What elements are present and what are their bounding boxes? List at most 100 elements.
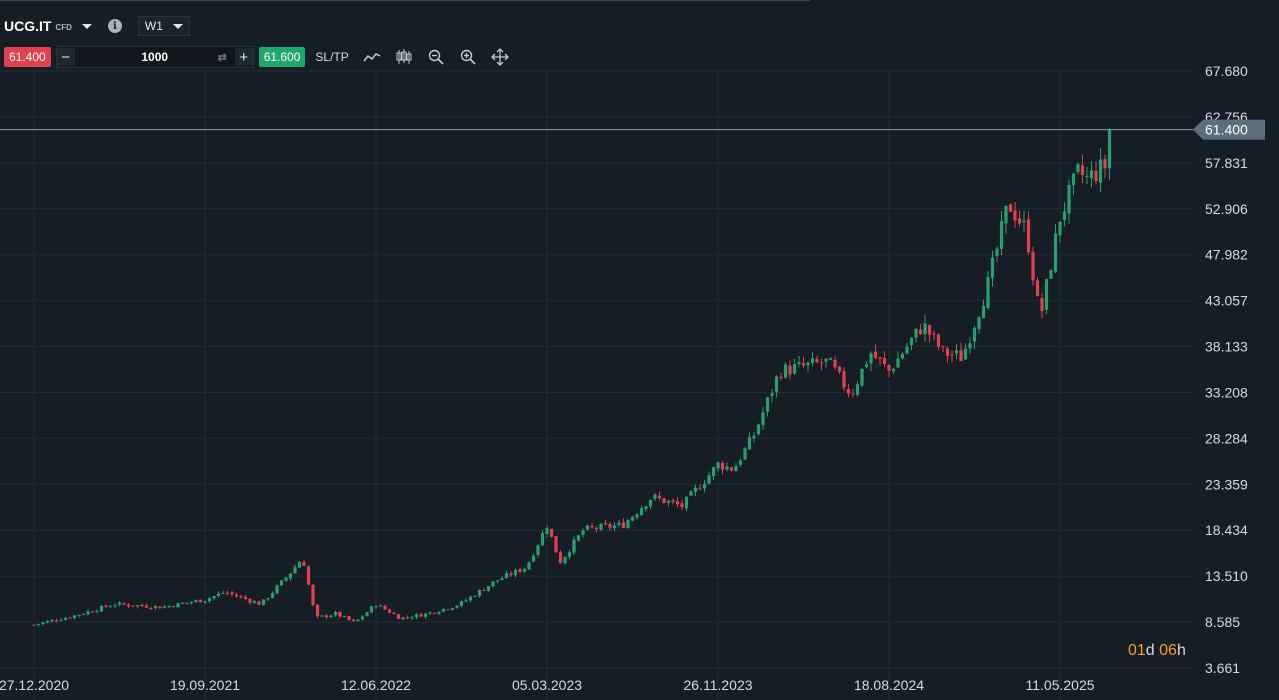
candle-body [486,586,491,591]
decrease-button[interactable]: − [56,48,75,66]
candle-body [585,525,590,530]
candle-body [90,611,95,613]
candle-body [270,592,275,598]
candle-body [675,501,680,505]
candle-body [819,362,824,364]
candle-body [432,612,437,614]
candle-body [446,609,450,611]
candle-body [86,611,90,615]
candle-body [1044,279,1049,310]
symbol-dropdown-icon[interactable] [81,23,92,29]
candle-body [707,475,711,484]
candle-body [761,412,765,425]
candle-body [927,324,932,335]
sltp-button[interactable]: SL/TP [315,50,349,64]
candle-body [1008,204,1013,212]
candle-body [167,605,171,608]
candle-body [144,605,149,608]
symbol-name[interactable]: UCG.IT [4,18,52,34]
candle-body [261,599,266,605]
zoom-out-icon[interactable] [427,48,445,66]
candle-body [608,524,612,528]
candle-body [617,522,621,525]
candlestick-settings-icon[interactable] [395,48,413,66]
candle-body [873,351,878,358]
candle-body [405,617,410,619]
line-chart-icon[interactable] [363,48,381,66]
symbol-toolbar: UCG.IT CFD i W1 [0,12,190,40]
candle-body [887,364,891,371]
candle-body [603,523,608,525]
candle-body [158,606,162,609]
candle-body [1062,211,1067,220]
quantity-stepper[interactable]: − 1000 ⇄ + [55,46,254,68]
candle-body [531,555,536,562]
candle-body [482,589,486,591]
candle-body [657,495,662,499]
trade-toolbar: 61.400 − 1000 ⇄ + 61.600 SL/TP [4,46,509,68]
candle-body [779,377,783,379]
candle-body [671,500,675,502]
candle-body [801,363,806,366]
quantity-input[interactable]: 1000 ⇄ [75,50,235,64]
y-tick-label: 43.057 [1205,293,1248,309]
candle-body [765,397,770,412]
candle-body [216,593,221,597]
increase-button[interactable]: + [234,48,253,66]
candle-body [666,500,671,503]
x-tick-label: 12.06.2022 [341,677,411,693]
timeframe-select[interactable]: W1 [137,16,190,36]
candle-body [558,552,563,564]
candle-body [851,393,855,395]
candle-body [540,533,545,546]
candle-body [572,539,576,553]
candle-body [999,220,1004,249]
quantity-value: 1000 [141,50,169,64]
candle-body [297,562,302,568]
candle-body [351,619,356,622]
candle-body [302,561,306,566]
y-tick-label: 67.680 [1205,63,1248,79]
sell-button[interactable]: 61.400 [4,47,51,67]
candle-body [1080,165,1085,175]
candle-body [914,328,918,338]
candle-body [284,577,288,581]
candle-body [176,603,180,608]
candle-body [554,536,558,553]
crosshair-move-icon[interactable] [490,48,509,66]
x-tick-label: 05.03.2023 [512,677,582,693]
candle-body [248,599,252,603]
chevron-down-icon [172,23,183,29]
candle-body [509,573,513,576]
x-tick-label: 19.09.2021 [170,677,240,693]
candle-body [194,600,198,602]
candle-body [743,448,747,460]
candle-body [828,358,833,360]
candle-body [473,596,477,598]
zoom-in-icon[interactable] [459,48,477,66]
candle-body [1031,251,1035,281]
candle-body [257,601,261,605]
candle-body [594,527,599,529]
candle-body [1103,159,1107,169]
countdown-hours: 06 [1159,642,1177,659]
candle-body [207,598,212,602]
candle-body [45,621,50,623]
candle-body [1085,175,1089,177]
candle-body [189,602,194,604]
buy-button[interactable]: 61.600 [258,47,306,67]
candle-body [792,364,797,374]
current-price-tag [1193,119,1265,140]
candle-body [437,612,441,614]
candle-body [513,569,518,576]
candle-body [774,376,779,392]
candle-body [1094,170,1098,182]
swap-icon[interactable]: ⇄ [217,52,227,64]
candle-body [1107,129,1112,169]
candle-body [378,605,383,607]
candle-body [995,248,999,257]
info-icon[interactable]: i [107,19,122,33]
candle-body [95,611,99,613]
candle-body [986,277,990,309]
